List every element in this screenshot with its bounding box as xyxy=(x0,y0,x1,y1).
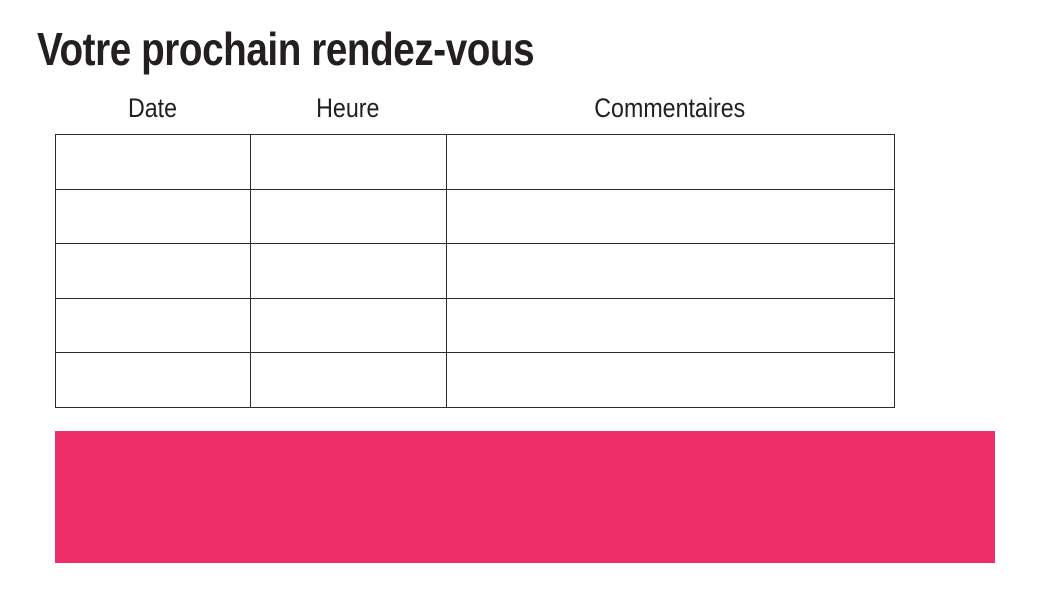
column-header-heure-label: Heure xyxy=(316,93,380,123)
column-header-commentaires: Commentaires xyxy=(446,93,894,124)
table-row xyxy=(55,188,895,245)
table-cell-commentaires xyxy=(446,188,895,245)
table-cell-heure xyxy=(250,243,447,299)
column-header-date: Date xyxy=(55,93,250,124)
column-header-heure: Heure xyxy=(250,93,446,124)
table-cell-heure xyxy=(250,134,447,190)
table-cell-heure xyxy=(250,297,447,354)
table-row xyxy=(55,352,895,408)
table-cell-date xyxy=(55,297,251,354)
table-cell-date xyxy=(55,352,251,408)
table-cell-date xyxy=(55,243,251,299)
table-cell-commentaires xyxy=(446,134,895,190)
table-cell-date xyxy=(55,134,251,190)
table-row xyxy=(55,297,895,354)
table-cell-commentaires xyxy=(446,243,895,299)
page-title: Votre prochain rendez-vous xyxy=(37,23,535,75)
table-cell-heure xyxy=(250,188,447,245)
appointments-table xyxy=(55,134,895,408)
table-cell-commentaires xyxy=(446,297,895,354)
pink-banner xyxy=(55,431,995,563)
column-header-date-label: Date xyxy=(127,93,178,123)
table-cell-heure xyxy=(250,352,447,408)
table-body xyxy=(55,134,895,408)
column-header-commentaires-label: Commentaires xyxy=(594,93,746,123)
table-cell-commentaires xyxy=(446,352,895,408)
table-row xyxy=(55,243,895,299)
table-cell-date xyxy=(55,188,251,245)
table-row xyxy=(55,134,895,190)
table-column-headers: Date Heure Commentaires xyxy=(55,93,894,124)
